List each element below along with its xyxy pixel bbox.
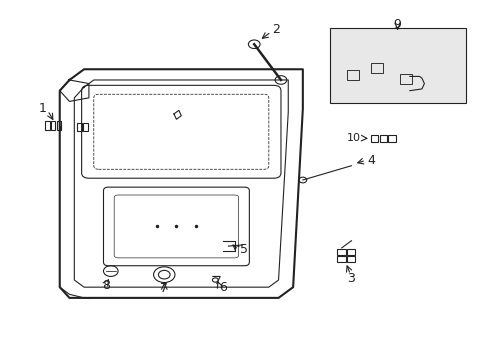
Bar <box>346 70 358 80</box>
Text: 9: 9 <box>393 18 401 31</box>
Bar <box>77 123 81 131</box>
Bar <box>336 256 345 262</box>
Text: 6: 6 <box>218 281 226 294</box>
Bar <box>370 63 382 73</box>
Bar <box>51 121 55 130</box>
Bar <box>45 121 49 130</box>
Text: 1: 1 <box>39 102 46 115</box>
Bar <box>379 135 386 143</box>
Text: 7: 7 <box>160 283 168 296</box>
Text: 3: 3 <box>347 272 355 285</box>
Text: 4: 4 <box>366 154 374 167</box>
Text: 2: 2 <box>272 23 280 36</box>
Bar <box>387 135 395 143</box>
FancyBboxPatch shape <box>329 28 465 103</box>
Bar <box>346 249 355 255</box>
Text: 10: 10 <box>346 133 361 143</box>
Text: 5: 5 <box>240 243 248 256</box>
Bar <box>370 135 377 143</box>
Bar <box>57 121 61 130</box>
Bar <box>346 256 355 262</box>
Bar <box>83 123 88 131</box>
Bar <box>336 249 345 255</box>
Text: 8: 8 <box>102 279 110 292</box>
Bar <box>399 73 411 84</box>
